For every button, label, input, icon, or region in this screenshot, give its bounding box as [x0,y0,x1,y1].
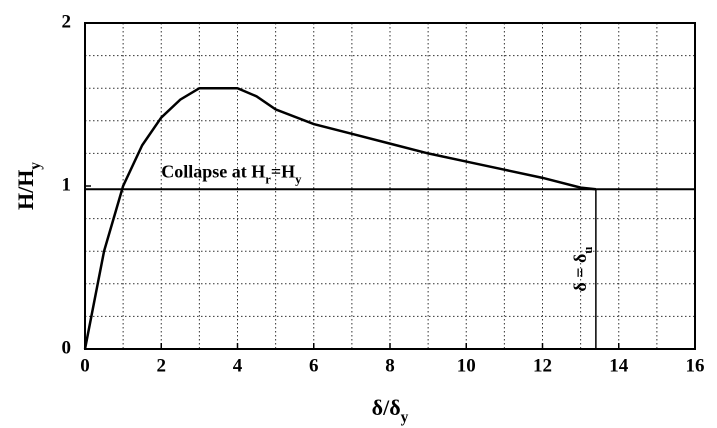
x-tick-label: 16 [686,355,705,376]
ultimate-annotation-part: δ = δ [570,254,590,292]
x-tick-label: 8 [385,355,395,376]
x-tick-label: 2 [157,355,167,376]
y-tick-label: 0 [62,337,72,358]
collapse-annotation: Collapse at Hr=Hy [161,161,302,186]
collapse-annotation-part: r [265,172,271,186]
ultimate-annotation: δ = δu [570,247,595,292]
x-axis-label-part: y [401,409,409,426]
y-tick-label: 1 [62,174,72,195]
x-tick-label: 4 [233,355,243,376]
collapse-annotation-part: y [295,172,302,186]
y-axis-label-part: H/H [13,170,38,210]
ultimate-annotation-part: u [581,247,595,254]
x-tick-label: 10 [457,355,476,376]
x-tick-label: 12 [533,355,552,376]
x-tick-label: 14 [609,355,629,376]
collapse-annotation-part: =H [271,161,295,181]
x-axis-label: δ/δy [372,395,409,426]
y-axis-label-part: y [27,162,44,170]
curve [83,86,597,350]
x-tick-label: 6 [309,355,319,376]
x-tick-label: 0 [80,355,90,376]
collapse-annotation-part: Collapse at H [161,161,265,181]
y-axis-label: H/Hy [13,162,44,210]
y-tick-label: 2 [62,11,72,32]
x-axis-label-part: δ/δ [372,395,401,420]
